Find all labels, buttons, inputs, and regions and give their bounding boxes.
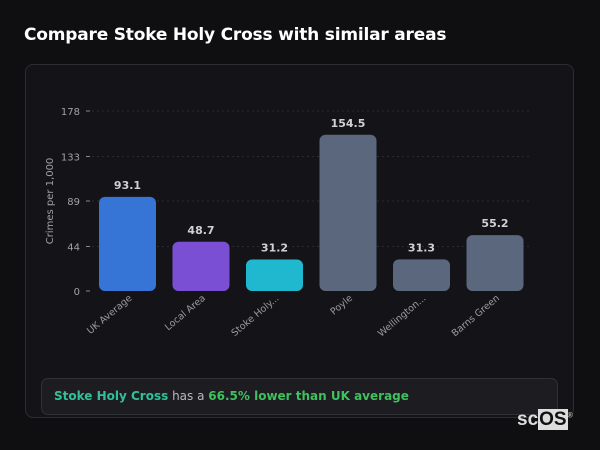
bar-value-label: 48.7: [187, 224, 214, 237]
y-tick-label: 133: [61, 153, 80, 164]
bar-value-label: 55.2: [481, 217, 508, 230]
y-tick-label: 44: [67, 243, 80, 254]
y-tick-label: 178: [61, 107, 80, 118]
y-tick-label: 0: [74, 287, 80, 298]
bar-1: [172, 241, 230, 291]
x-tick-label: Stoke Holy...: [230, 293, 282, 339]
bar-value-label: 154.5: [331, 117, 366, 130]
x-tick-label: Poyle: [328, 293, 355, 318]
summary-box: Stoke Holy Cross has a 66.5% lower than …: [41, 378, 558, 415]
y-axis-label: Crimes per 1,000: [45, 158, 56, 245]
y-tick-label: 89: [67, 197, 80, 208]
bar-value-label: 31.2: [261, 241, 288, 254]
bar-4: [393, 259, 450, 291]
x-tick-label: UK Average: [85, 293, 134, 337]
page-title: Compare Stoke Holy Cross with similar ar…: [24, 25, 447, 45]
summary-middle: has a: [168, 389, 209, 403]
bar-2: [246, 259, 303, 291]
scos-logo: scOS®: [517, 409, 573, 430]
bar-value-label: 31.3: [408, 241, 435, 254]
bar-0: [99, 196, 156, 291]
bar-3: [319, 134, 377, 291]
summary-comparison: 66.5% lower than UK average: [208, 389, 409, 403]
bar-5: [466, 235, 524, 291]
summary-area: Stoke Holy Cross: [54, 389, 169, 403]
bar-value-label: 93.1: [114, 179, 141, 192]
x-tick-label: Local Area: [163, 293, 208, 333]
x-tick-label: Barns Green: [450, 293, 502, 339]
x-tick-label: Wellington...: [376, 293, 428, 340]
